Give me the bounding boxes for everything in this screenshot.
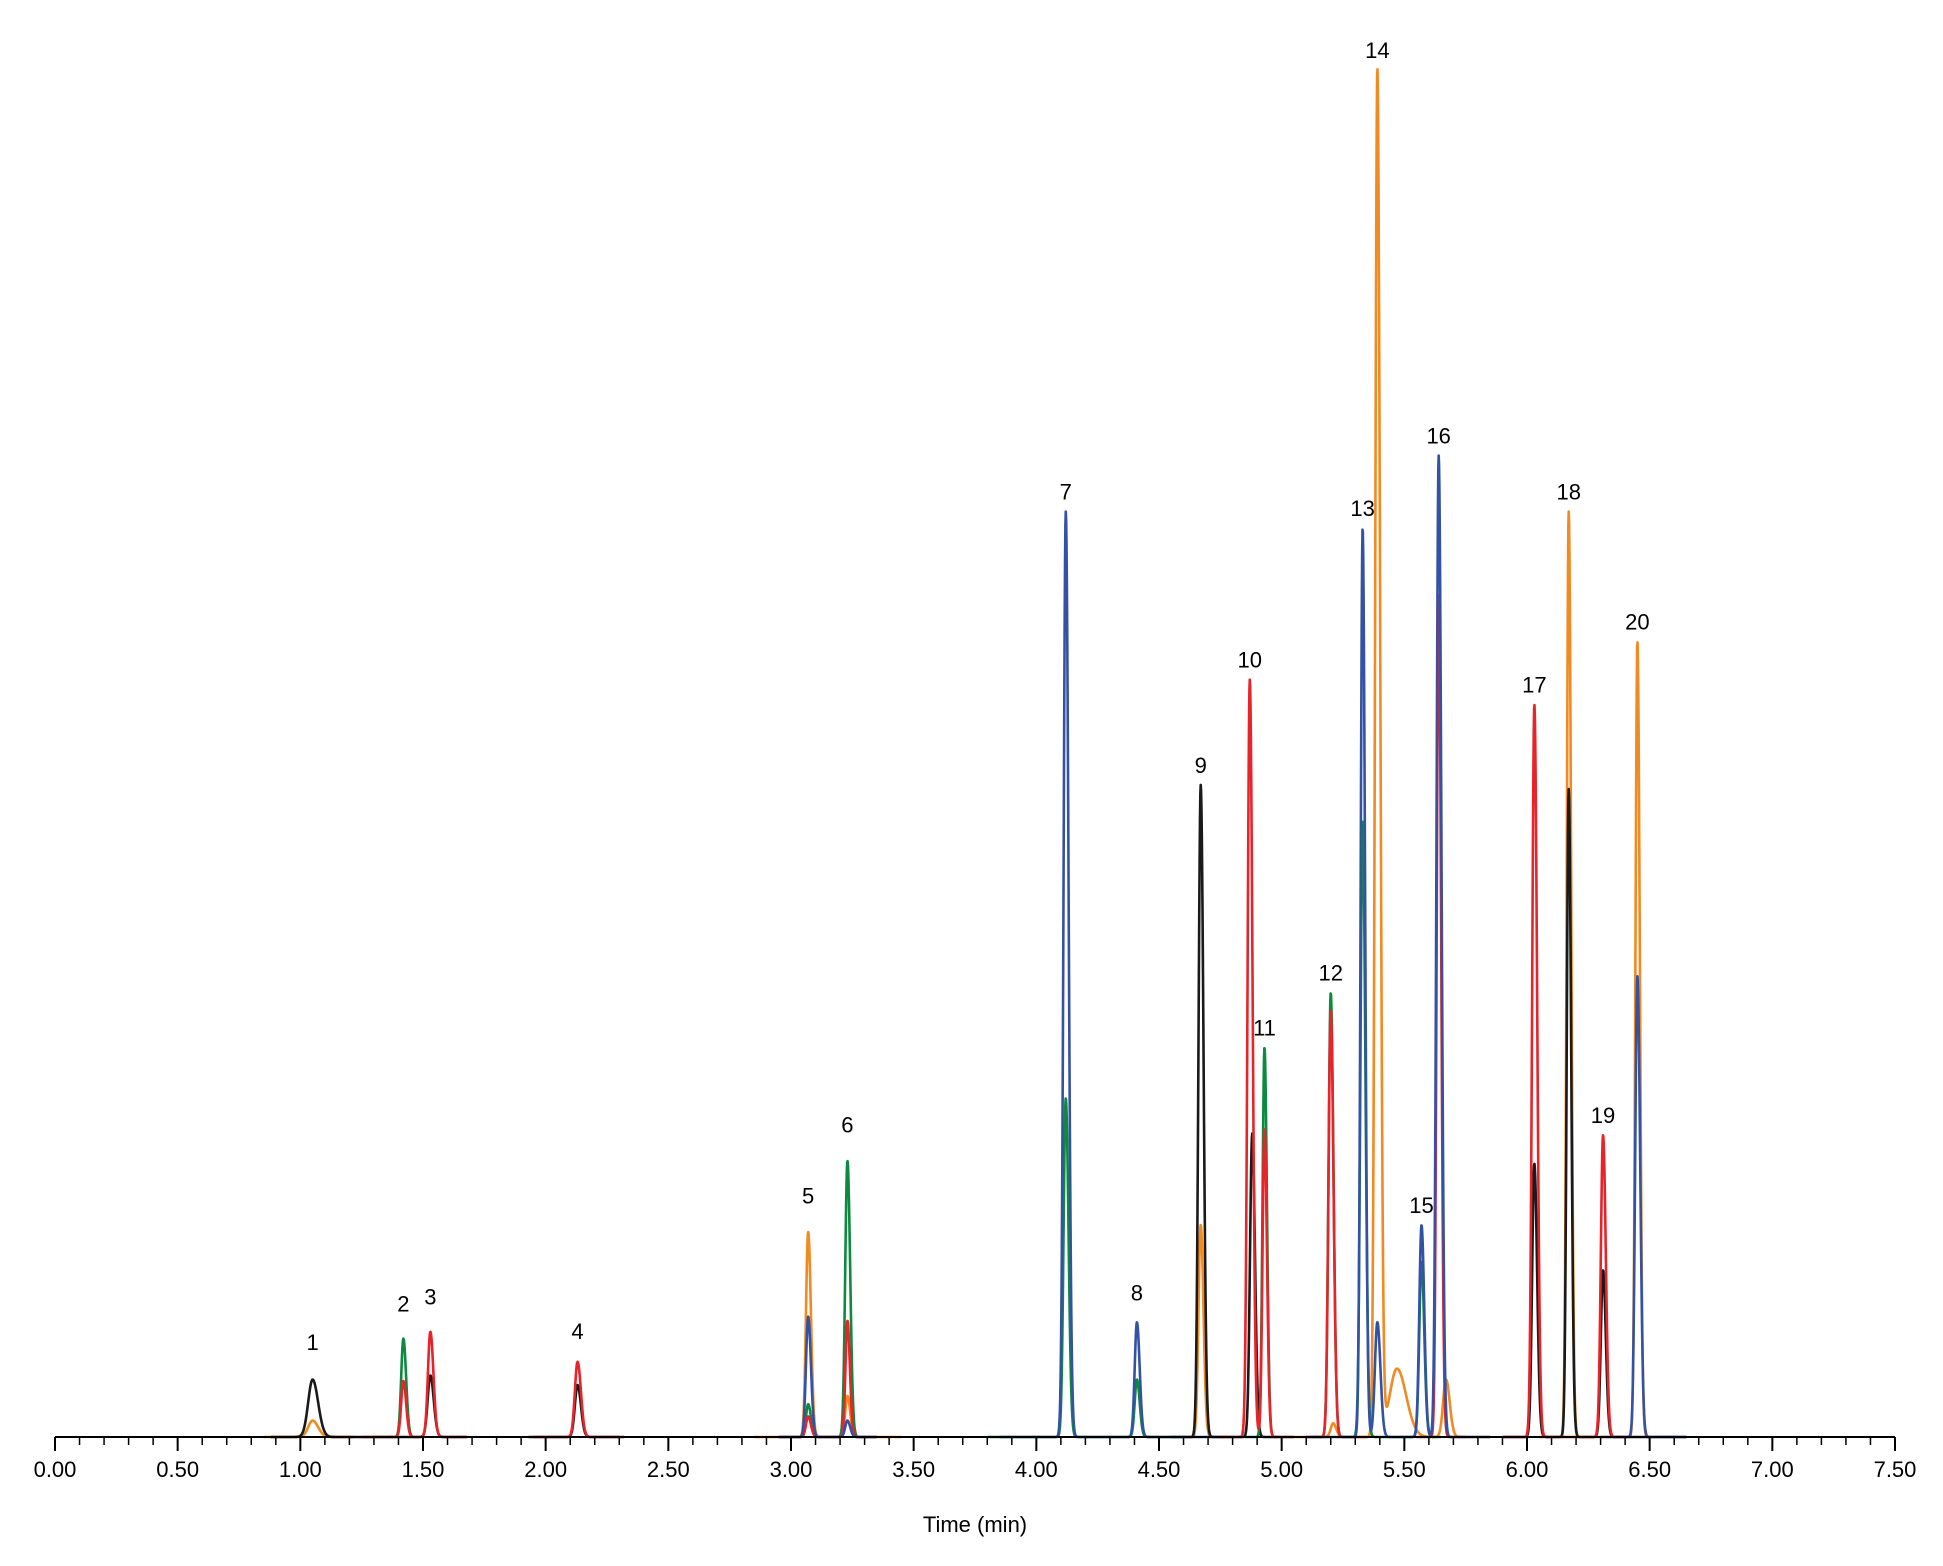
peak-label-14: 14 [1365, 38, 1389, 63]
x-tick-label: 2.50 [647, 1457, 690, 1482]
peak-label-15: 15 [1409, 1193, 1433, 1218]
trace-orange-segment-4 [1293, 68, 1492, 1439]
x-axis-ticks: 0.00 0.50 1.00 1.50 2.00 2.50 3.00 3.50 4.00 4.50… [34, 1437, 1917, 1482]
x-tick-label: 2.00 [524, 1457, 567, 1482]
peak-label-3: 3 [424, 1285, 436, 1310]
x-tick-label: 6.50 [1628, 1457, 1671, 1482]
x-tick-label: 5.00 [1260, 1457, 1303, 1482]
trace-orange-segment-1 [262, 1419, 355, 1439]
x-tick-label: 0.00 [34, 1457, 77, 1482]
peak-label-2: 2 [397, 1292, 409, 1317]
x-axis: 0.00 0.50 1.00 1.50 2.00 2.50 3.00 3.50 4.00 4.50… [34, 1436, 1917, 1482]
peak-label-20: 20 [1625, 609, 1649, 634]
x-tick-label: 0.50 [156, 1457, 199, 1482]
x-axis-title: Time (min) [923, 1512, 1027, 1537]
trace-red-segment-1 [360, 1330, 468, 1439]
x-tick-label: 3.50 [892, 1457, 935, 1482]
x-tick-label: 1.00 [279, 1457, 322, 1482]
trace-green-segment-3 [986, 1097, 1185, 1439]
peak-label-16: 16 [1426, 423, 1450, 448]
peak-label-1: 1 [306, 1330, 318, 1355]
peak-label-13: 13 [1350, 496, 1374, 521]
peak-label-10: 10 [1238, 648, 1262, 673]
trace-green-segment-1 [373, 1337, 420, 1439]
peak-label-7: 7 [1060, 480, 1072, 505]
x-tick-label: 6.00 [1506, 1457, 1549, 1482]
x-tick-label: 1.50 [402, 1457, 445, 1482]
peak-label-17: 17 [1522, 672, 1546, 697]
peak-label-11: 11 [1253, 1015, 1276, 1040]
peak-label-5: 5 [802, 1184, 814, 1209]
peak-label-18: 18 [1556, 480, 1580, 505]
trace-green-segment-2 [777, 1159, 878, 1439]
peak-label-19: 19 [1591, 1103, 1615, 1128]
peak-label-9: 9 [1195, 753, 1207, 778]
x-tick-label: 5.50 [1383, 1457, 1426, 1482]
trace-blue-segment-2 [998, 510, 1222, 1439]
peak-label-8: 8 [1131, 1281, 1143, 1306]
x-tick-label: 7.00 [1751, 1457, 1794, 1482]
peak-label-12: 12 [1318, 961, 1342, 986]
trace-blue-segment-4 [1599, 975, 1688, 1439]
trace-red-segment-3 [777, 1319, 878, 1439]
trace-orange-segment-2 [753, 1230, 903, 1439]
x-tick-label: 4.50 [1138, 1457, 1181, 1482]
x-tick-label: 3.00 [770, 1457, 813, 1482]
peak-label-6: 6 [841, 1112, 853, 1137]
x-tick-label: 4.00 [1015, 1457, 1058, 1482]
trace-orange-segment-3 [1170, 1223, 1229, 1439]
peak-label-4: 4 [571, 1319, 583, 1344]
trace-black-segment-2 [527, 1383, 626, 1439]
x-tick-label: 7.50 [1874, 1457, 1917, 1482]
trace-blue-segment-1 [777, 1315, 878, 1439]
chromatogram-traces [262, 68, 1688, 1439]
